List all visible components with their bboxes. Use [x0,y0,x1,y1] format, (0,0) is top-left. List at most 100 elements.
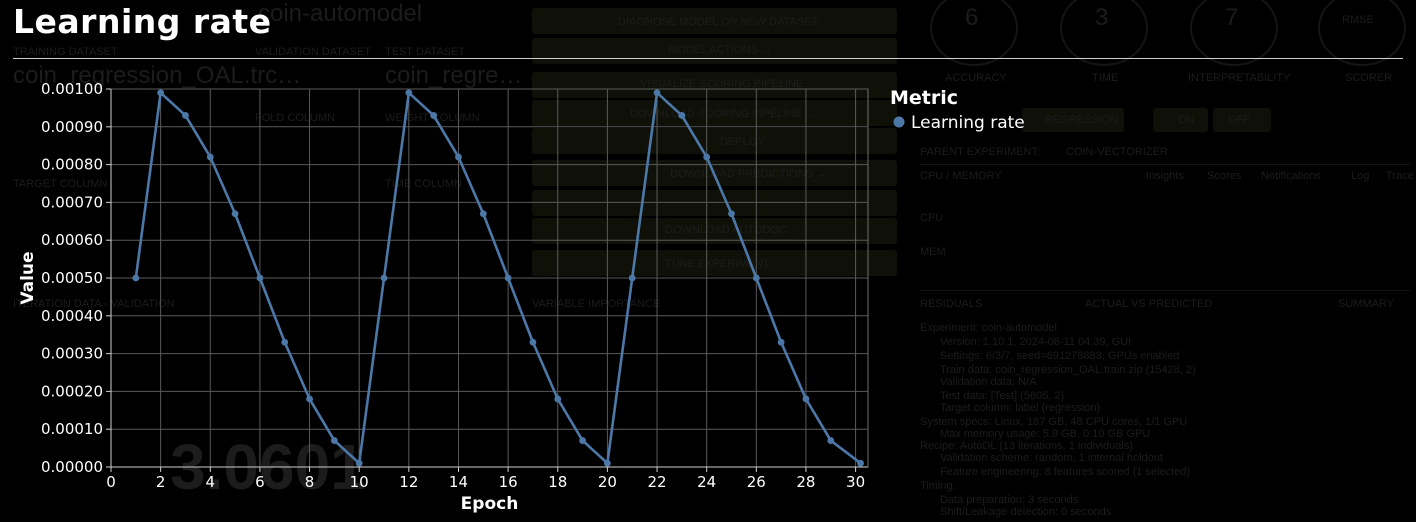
data-point [355,459,363,467]
background-text: COIN-VECTORIZER [1066,146,1168,158]
y-tick-label: 0.00010 [41,420,103,438]
background-text: INTERPRETABILITY [1188,72,1291,84]
background-button-2 [532,72,897,98]
data-point [455,153,462,161]
background-text: 7 [1225,4,1239,31]
background-text: Validation data: N/A [940,376,1037,388]
y-tick-label: 0.00020 [41,382,103,400]
background-text: RMSE [1342,14,1374,26]
data-point [405,89,413,97]
background-text: System specs: Linux, 187 GB, 48 CPU core… [920,416,1188,428]
y-axis-title: Value [18,251,38,304]
y-tick-label: 0.00030 [41,345,103,363]
y-tick-label: 0.00070 [41,193,103,211]
y-tick-label: 0.00100 [41,80,103,98]
data-point [703,153,711,161]
background-button-0 [532,8,897,34]
data-point [579,437,586,444]
background-text: SCORER [1345,72,1393,84]
data-point [857,459,864,467]
background-dial-1 [1060,0,1148,66]
data-point [529,338,537,346]
background-rule-1 [920,290,1410,291]
background-text: coin-automodel [258,0,423,27]
background-text: Timing: [920,480,956,492]
page-title: Learning rate [13,2,272,41]
data-point [752,274,760,282]
background-text: Validation scheme: random, 1 internal ho… [940,452,1163,464]
background-text: 3 [1095,4,1109,31]
x-tick-label: 28 [796,473,815,491]
background-text: Target column: label (regression) [940,402,1101,414]
background-text: CPU / MEMORY [920,170,1002,182]
x-tick-label: 30 [846,473,865,491]
background-text: coin_regre… [385,62,523,89]
x-tick-label: 4 [206,473,216,491]
background-text: TIME [1092,72,1119,84]
y-tick-label: 0.00050 [41,269,103,287]
data-point [653,89,661,97]
x-tick-label: 18 [548,473,567,491]
background-text: Recipe: AutoDL (13 iterations, 1 individ… [920,440,1133,452]
background-text: OFF [1228,114,1250,126]
background-dial-0 [930,0,1018,66]
background-text: RESIDUALS [920,298,983,310]
background-text: Data preparation: 3 seconds [940,494,1079,506]
background-text: Scores [1207,170,1242,182]
background-button-8 [532,250,897,276]
x-tick-label: 22 [647,473,666,491]
y-tick-label: 0.00090 [41,118,103,136]
data-point [281,338,289,346]
x-tick-label: 24 [697,473,716,491]
data-point [330,437,338,444]
data-point [628,274,636,282]
y-tick-label: 0.00060 [41,231,103,249]
data-point [504,274,512,282]
background-text: DEPLOY [720,136,765,148]
background-text: Train data: coin_regression_OAL.train.zi… [940,364,1196,376]
background-text: VISUALIZE SCORING PIPELINE [640,78,804,90]
background-button-1 [532,38,897,64]
data-point [182,112,189,119]
background-text: SUMMARY [1338,298,1395,310]
background-text: Feature engineering: 8 features scored (… [940,466,1191,478]
x-tick-label: 0 [106,473,116,491]
x-axis-title: Epoch [461,494,519,514]
y-tick-label: 0.00000 [41,458,103,476]
background-button-7 [532,218,897,244]
x-tick-label: 6 [255,473,265,491]
data-point [231,210,239,218]
x-tick-label: 10 [350,473,369,491]
background-text: 6 [965,4,979,31]
background-text: REGRESSION [1045,114,1119,126]
background-text: CPU [920,212,944,224]
background-text: FOLD COLUMN [255,112,336,124]
background-text: Version: 1.10.1, 2024-06-11 04:39, GUI [940,336,1132,348]
y-tick-label: 0.00040 [41,307,103,325]
background-text: coin_regression_OAL.trc… [13,62,302,89]
background-button-6 [532,190,897,216]
x-tick-label: 16 [499,473,518,491]
x-tick-label: 14 [449,473,468,491]
background-text: PARENT EXPERIMENT: [920,146,1041,158]
background-text: Test data: [Test] (5605, 2) [940,390,1065,402]
background-text: VALIDATION DATASET [255,46,371,58]
background-text: Shift/Leakage detection: 0 seconds [940,506,1112,518]
background-dial-2 [1190,0,1278,66]
background-text: ACCURACY [945,72,1007,84]
data-point [380,274,388,282]
background-text: Trace [1386,170,1414,182]
background-dial-3 [1318,0,1406,66]
background-text: Insights [1146,170,1184,182]
background-text: TUNE EXPERIMENT [665,258,770,270]
legend-label: Learning rate [911,113,1025,133]
y-tick-label: 0.00080 [41,156,103,174]
background-button-11 [1213,108,1271,132]
data-point [678,112,686,119]
x-tick-label: 12 [399,473,418,491]
background-text: TRAINING DATASET [13,46,118,58]
background-text: ITERATION DATA - VALIDATION [13,298,175,310]
x-tick-label: 26 [747,473,766,491]
background-text: MEM [920,246,946,258]
